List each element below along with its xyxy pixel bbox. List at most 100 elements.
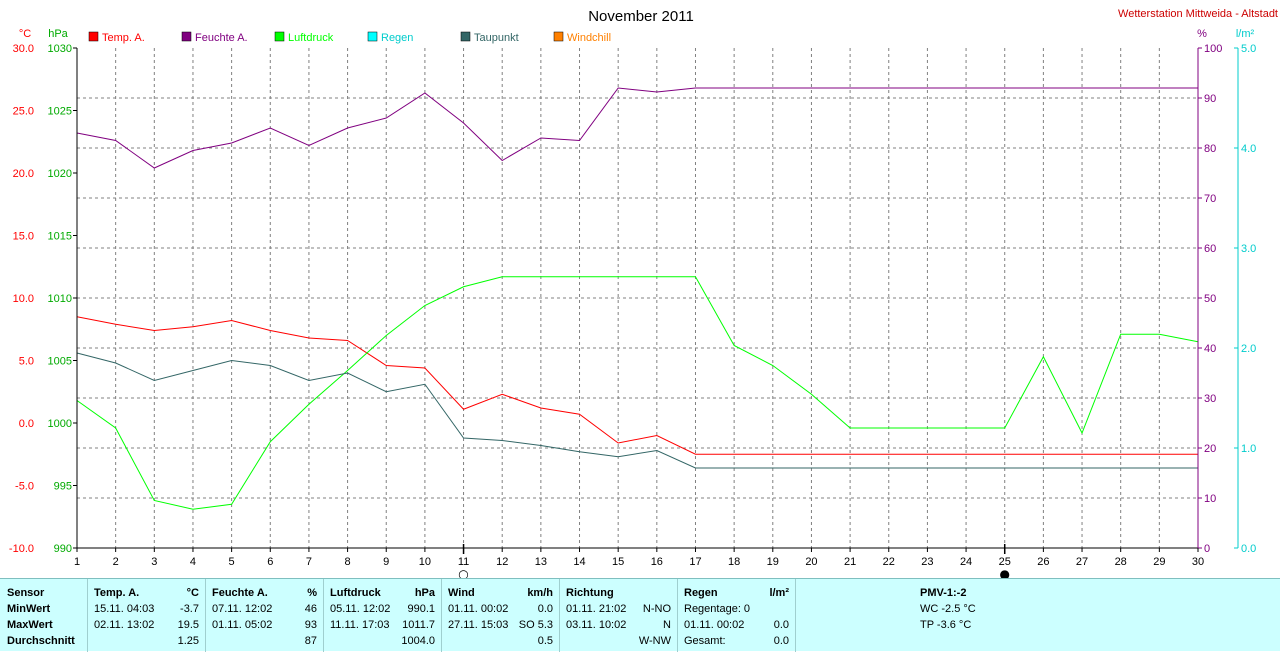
stats-pmv: PMV-1:-2 WC -2.5 °C TP -3.6 °C bbox=[796, 579, 1280, 652]
x-tick-label: 21 bbox=[844, 556, 856, 568]
rain-total-label: Gesamt: bbox=[684, 635, 726, 647]
moon-phase-icon: ● bbox=[999, 567, 1009, 578]
x-tick-label: 11 bbox=[458, 556, 469, 568]
legend-swatch bbox=[274, 31, 285, 42]
temp-max-date: 02.11. 13:02 bbox=[94, 619, 155, 631]
x-tick-label: 1 bbox=[74, 556, 80, 568]
pressure-max-date: 11.11. 17:03 bbox=[330, 619, 390, 631]
pmv-windchill: WC -2.5 °C bbox=[920, 603, 976, 615]
humidity-max-value: 93 bbox=[304, 619, 317, 631]
stats-pressure: Luftdruck hPa 05.11. 12:02 990.1 11.11. … bbox=[324, 579, 442, 652]
pressure-min-date: 05.11. 12:02 bbox=[330, 603, 391, 615]
wind-max-value: SO 5.3 bbox=[518, 619, 553, 631]
humidity-tick-label: 60 bbox=[1204, 243, 1216, 255]
humidity-tick-label: 90 bbox=[1204, 93, 1216, 105]
x-tick-label: 24 bbox=[960, 556, 972, 568]
legend-label: Regen bbox=[381, 32, 413, 44]
pressure-average: 1004.0 bbox=[401, 635, 435, 647]
pressure-tick-label: 1025 bbox=[48, 106, 72, 118]
chart-grid bbox=[77, 48, 1198, 548]
temp-tick-label: -10.0 bbox=[9, 543, 34, 555]
rain-tick-label: 3.0 bbox=[1241, 243, 1256, 255]
legend-swatch bbox=[460, 31, 471, 42]
pressure-axis-unit: hPa bbox=[48, 28, 68, 40]
rain-tick-label: 5.0 bbox=[1241, 43, 1256, 55]
x-tick-label: 13 bbox=[535, 556, 547, 568]
row-label-max: MaxWert bbox=[7, 619, 53, 631]
weather-chart: 30.025.020.015.010.05.00.0-5.0-10.010301… bbox=[9, 8, 1278, 578]
rain-days: Regentage: 0 bbox=[684, 603, 751, 615]
pressure-tick-label: 1030 bbox=[48, 43, 72, 55]
pressure-tick-label: 995 bbox=[54, 481, 72, 493]
row-label-min: MinWert bbox=[7, 603, 51, 615]
x-tick-label: 15 bbox=[612, 556, 624, 568]
direction-min-value: N-NO bbox=[642, 603, 671, 615]
rain-total-value: 0.0 bbox=[773, 635, 789, 647]
legend-label: Windchill bbox=[567, 32, 611, 44]
x-tick-label: 10 bbox=[419, 556, 431, 568]
pressure-title: Luftdruck bbox=[330, 587, 381, 599]
direction-average: W-NW bbox=[638, 635, 671, 647]
humidity-min-date: 07.11. 12:02 bbox=[212, 603, 273, 615]
temp-tick-label: 20.0 bbox=[13, 168, 34, 180]
temp-axis-unit: °C bbox=[19, 28, 31, 40]
rain-axis-unit: l/m² bbox=[1236, 28, 1255, 40]
x-tick-label: 14 bbox=[573, 556, 585, 568]
pressure-min-value: 990.1 bbox=[407, 603, 435, 615]
humidity-unit: % bbox=[307, 587, 317, 599]
pressure-max-value: 1011.7 bbox=[402, 619, 435, 631]
direction-min-date: 01.11. 21:02 bbox=[566, 603, 627, 615]
x-tick-label: 6 bbox=[267, 556, 273, 568]
temp-tick-label: 15.0 bbox=[13, 231, 34, 243]
x-tick-label: 2 bbox=[113, 556, 119, 568]
wind-min-value: 0.0 bbox=[537, 603, 553, 615]
stats-wind: Wind km/h 01.11. 00:02 0.0 27.11. 15:03 … bbox=[442, 579, 560, 652]
x-tick-label: 28 bbox=[1115, 556, 1127, 568]
x-tick-label: 7 bbox=[306, 556, 312, 568]
rain-tick-label: 2.0 bbox=[1241, 343, 1256, 355]
pressure-tick-label: 1015 bbox=[48, 231, 72, 243]
legend-label: Luftdruck bbox=[288, 32, 334, 44]
x-tick-label: 9 bbox=[383, 556, 389, 568]
humidity-tick-label: 40 bbox=[1204, 343, 1216, 355]
x-tick-label: 5 bbox=[229, 556, 235, 568]
temp-tick-label: 30.0 bbox=[13, 43, 34, 55]
temp-tick-label: -5.0 bbox=[15, 481, 34, 493]
x-tick-label: 26 bbox=[1037, 556, 1049, 568]
stats-rain: Regen l/m² Regentage: 0 01.11. 00:02 0.0… bbox=[678, 579, 796, 652]
humidity-title: Feuchte A. bbox=[212, 587, 268, 599]
x-tick-label: 22 bbox=[883, 556, 895, 568]
rain-tick-label: 1.0 bbox=[1241, 443, 1256, 455]
humidity-tick-label: 0 bbox=[1204, 543, 1210, 555]
pressure-tick-label: 1020 bbox=[48, 168, 72, 180]
pressure-tick-label: 1010 bbox=[48, 293, 72, 305]
humidity-tick-label: 80 bbox=[1204, 143, 1216, 155]
station-name: Wetterstation Mittweida - Altstadt bbox=[1118, 8, 1278, 20]
stats-direction: Richtung 01.11. 21:02 N-NO 03.11. 10:02 … bbox=[560, 579, 678, 652]
wind-average: 0.5 bbox=[537, 635, 553, 647]
stats-temp: Temp. A. °C 15.11. 04:03 -3.7 02.11. 13:… bbox=[88, 579, 206, 652]
humidity-tick-label: 70 bbox=[1204, 193, 1216, 205]
chart-title: November 2011 bbox=[588, 8, 694, 25]
pressure-unit: hPa bbox=[414, 587, 435, 599]
stats-humidity: Feuchte A. % 07.11. 12:02 46 01.11. 05:0… bbox=[206, 579, 324, 652]
pressure-tick-label: 1000 bbox=[48, 418, 72, 430]
temp-unit: °C bbox=[186, 587, 199, 599]
humidity-tick-label: 100 bbox=[1204, 43, 1222, 55]
series-line bbox=[76, 352, 1198, 469]
humidity-tick-label: 30 bbox=[1204, 393, 1216, 405]
legend-label: Temp. A. bbox=[102, 32, 145, 44]
x-tick-label: 23 bbox=[921, 556, 933, 568]
x-tick-label: 12 bbox=[496, 556, 508, 568]
wind-max-date: 27.11. 15:03 bbox=[448, 619, 509, 631]
pressure-tick-label: 1005 bbox=[48, 356, 72, 368]
wind-title: Wind bbox=[448, 587, 475, 599]
x-tick-label: 25 bbox=[999, 556, 1011, 568]
legend-swatch bbox=[553, 31, 564, 42]
x-tick-label: 8 bbox=[345, 556, 351, 568]
temp-min-date: 15.11. 04:03 bbox=[94, 603, 155, 615]
rain-unit: l/m² bbox=[769, 587, 789, 599]
humidity-tick-label: 50 bbox=[1204, 293, 1216, 305]
direction-title: Richtung bbox=[566, 587, 614, 599]
temp-title: Temp. A. bbox=[94, 587, 140, 599]
